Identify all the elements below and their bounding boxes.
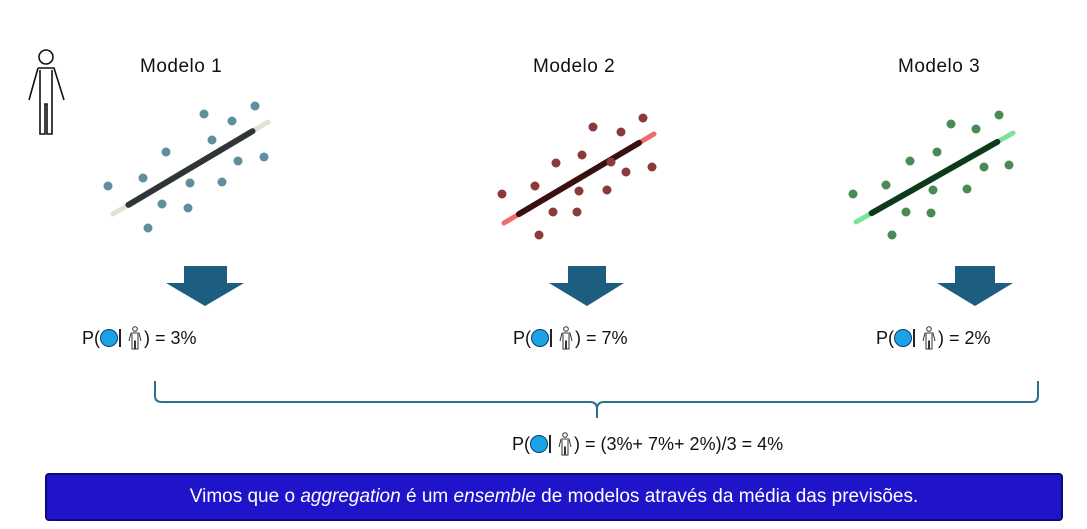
person-icon <box>558 432 572 456</box>
down-arrow-icon <box>937 266 1013 306</box>
scatter-point <box>887 230 897 240</box>
model-2-probability: P( ) = 7% <box>513 326 628 350</box>
banner-italic-2: ensemble <box>453 486 536 507</box>
scatter-point <box>183 203 193 213</box>
scatter-point <box>1004 160 1014 170</box>
prob-prefix: P( <box>512 433 530 454</box>
scatter-point <box>250 101 260 111</box>
scatter-point <box>103 181 113 191</box>
scatter-point <box>926 208 936 218</box>
prob-value: ) = 2% <box>938 327 991 348</box>
scatter-point <box>551 158 561 168</box>
banner-text-2: é um <box>400 486 454 507</box>
given-bar <box>119 329 121 347</box>
model-1-probability: P( ) = 3% <box>82 326 197 350</box>
prob-prefix: P( <box>82 327 100 348</box>
scatter-point <box>207 135 217 145</box>
scatter-point <box>606 157 616 167</box>
model-3-probability: P( ) = 2% <box>876 326 991 350</box>
given-bar <box>550 329 552 347</box>
scatter-point <box>199 109 209 119</box>
model-1-scatter <box>103 101 271 233</box>
blue-dot-icon <box>531 329 549 347</box>
scatter-point <box>928 185 938 195</box>
scatter-point <box>227 116 237 126</box>
model-3-title: Modelo 3 <box>898 56 981 77</box>
scatter-point <box>848 189 858 199</box>
scatter-point <box>971 124 981 134</box>
prob-prefix: P( <box>876 327 894 348</box>
banner-italic-1: aggregation <box>300 486 401 507</box>
scatter-point <box>602 185 612 195</box>
summary-banner: Vimos que o aggregation é um ensemble de… <box>45 473 1063 521</box>
model-2-title: Modelo 2 <box>533 56 616 77</box>
model-3-scatter <box>848 110 1016 240</box>
regression-line <box>868 138 1001 217</box>
scatter-point <box>530 181 540 191</box>
scatter-point <box>932 147 942 157</box>
scatter-point <box>574 186 584 196</box>
scatter-point <box>881 180 891 190</box>
banner-text-3: de modelos através da média das previsõe… <box>535 486 919 507</box>
scatter-point <box>979 162 989 172</box>
scatter-point <box>962 184 972 194</box>
scatter-point <box>233 156 243 166</box>
scatter-point <box>621 167 631 177</box>
scatter-point <box>534 230 544 240</box>
scatter-point <box>497 189 507 199</box>
prob-value: ) = 7% <box>575 327 628 348</box>
scatter-point <box>638 113 648 123</box>
given-bar <box>913 329 915 347</box>
down-arrow-icon <box>166 266 244 306</box>
scatter-point <box>138 173 148 183</box>
model-1-title: Modelo 1 <box>140 56 223 77</box>
prob-value: ) = 3% <box>144 327 197 348</box>
regression-line <box>516 139 642 218</box>
down-arrow-icon <box>549 266 624 306</box>
scatter-point <box>994 110 1004 120</box>
given-bar <box>549 435 551 453</box>
person-icon <box>128 326 142 350</box>
scatter-point <box>548 207 558 217</box>
model-2-scatter <box>497 113 657 240</box>
aggregate-probability: P( ) = (3%+ 7%+ 2%)/3 = 4% <box>512 432 783 456</box>
scatter-point <box>157 199 167 209</box>
scatter-point <box>616 127 626 137</box>
regression-line <box>125 128 256 208</box>
scatter-point <box>217 177 227 187</box>
scatter-point <box>901 207 911 217</box>
scatter-point <box>259 152 269 162</box>
person-icon <box>559 326 573 350</box>
scatter-point <box>161 147 171 157</box>
blue-dot-icon <box>894 329 912 347</box>
banner-text-1: Vimos que o <box>189 486 301 507</box>
scatter-point <box>946 119 956 129</box>
scatter-point <box>588 122 598 132</box>
scatter-point <box>185 178 195 188</box>
aggregate-formula: ) = (3%+ 7%+ 2%)/3 = 4% <box>574 433 784 454</box>
scatter-point <box>572 207 582 217</box>
blue-dot-icon <box>100 329 118 347</box>
person-icon <box>28 49 65 135</box>
person-icon <box>922 326 936 350</box>
aggregation-brace <box>154 381 1039 418</box>
scatter-point <box>905 156 915 166</box>
scatter-point <box>143 223 153 233</box>
blue-dot-icon <box>530 435 548 453</box>
scatter-point <box>647 162 657 172</box>
scatter-point <box>577 150 587 160</box>
prob-prefix: P( <box>513 327 531 348</box>
